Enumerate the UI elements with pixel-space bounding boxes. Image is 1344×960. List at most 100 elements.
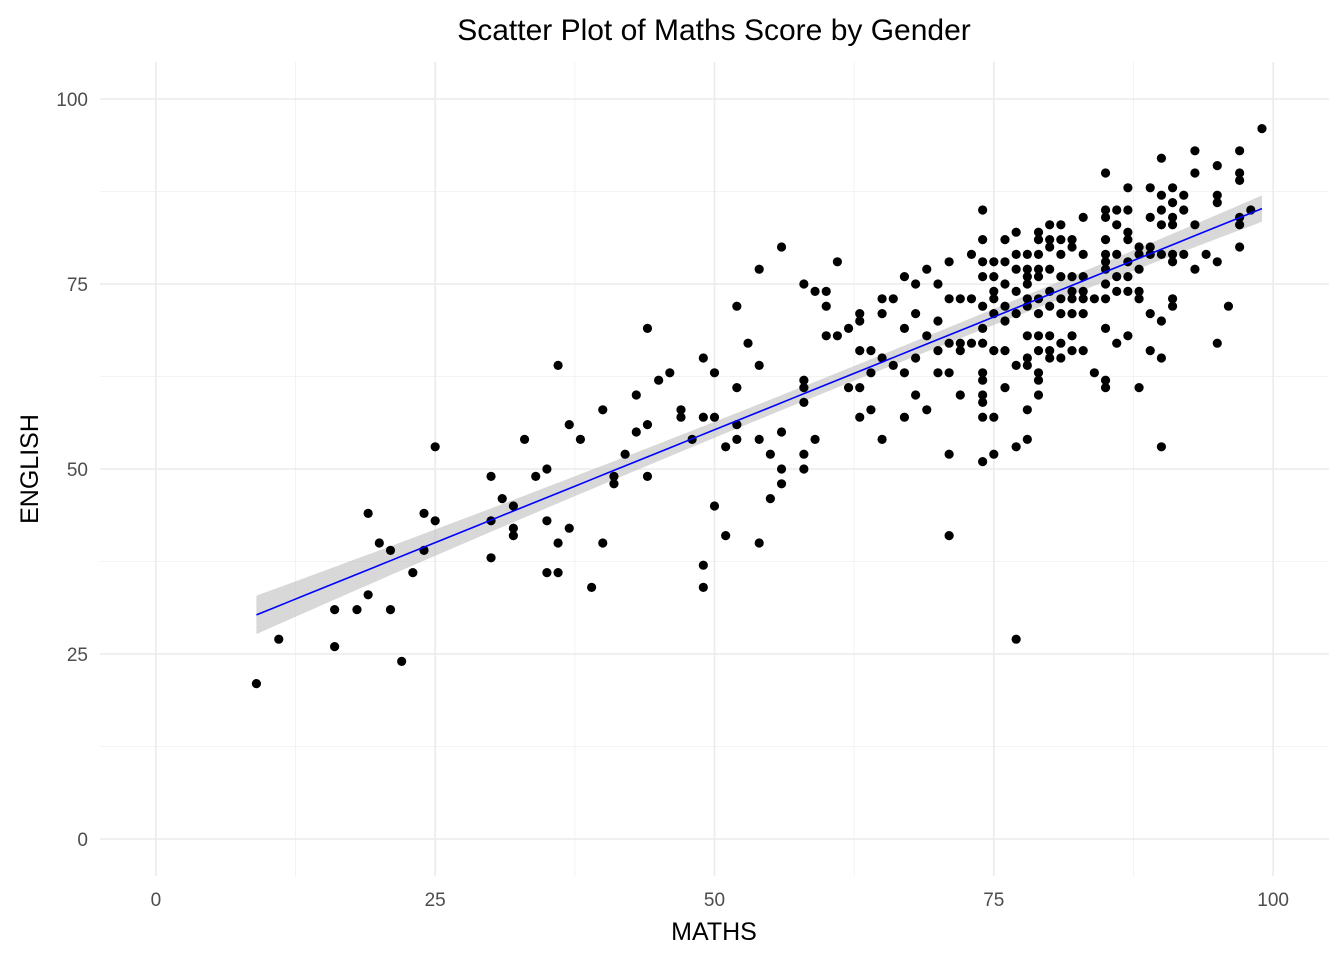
data-point — [1033, 227, 1044, 237]
data-point — [922, 264, 932, 274]
y-tick-label: 50 — [67, 460, 88, 481]
data-point — [1201, 249, 1211, 259]
data-point — [1067, 235, 1077, 245]
data-point — [1078, 294, 1088, 304]
data-point — [1123, 227, 1133, 237]
data-point — [497, 494, 507, 504]
data-point — [598, 538, 608, 548]
data-point — [855, 346, 865, 356]
data-point — [1067, 294, 1077, 304]
data-point — [1067, 242, 1077, 252]
data-point — [1112, 249, 1122, 259]
data-point — [676, 412, 686, 422]
data-point — [1100, 249, 1111, 259]
data-point — [419, 508, 429, 518]
data-point — [642, 420, 653, 430]
data-point — [1022, 353, 1032, 363]
data-point — [1190, 264, 1200, 274]
data-point — [1167, 249, 1178, 259]
data-point — [1011, 227, 1021, 237]
data-point — [274, 634, 284, 644]
data-point — [1078, 249, 1088, 259]
data-point — [609, 479, 619, 489]
data-point — [1045, 301, 1055, 311]
data-point — [1033, 272, 1044, 282]
data-point — [1190, 220, 1200, 230]
data-point — [1167, 301, 1178, 311]
data-point — [1145, 309, 1155, 319]
y-tick-label: 0 — [77, 830, 88, 851]
data-point — [911, 390, 921, 400]
data-point — [1011, 442, 1021, 452]
data-point — [1134, 242, 1144, 252]
data-point — [508, 531, 518, 541]
data-point — [1100, 294, 1111, 304]
data-point — [1123, 205, 1133, 215]
data-point — [832, 257, 843, 267]
data-point — [1022, 331, 1032, 341]
data-point — [1145, 183, 1155, 193]
data-point — [899, 323, 910, 333]
data-point — [1156, 316, 1167, 326]
data-point — [1011, 360, 1021, 370]
data-point — [486, 471, 496, 481]
trend-line — [256, 207, 1263, 616]
data-point — [978, 375, 988, 385]
data-point — [642, 471, 653, 481]
data-point — [866, 346, 876, 356]
data-point — [1123, 272, 1133, 282]
y-tick-label: 25 — [67, 645, 88, 666]
data-point — [899, 412, 910, 422]
data-point — [1033, 368, 1044, 378]
data-point — [1011, 249, 1021, 259]
data-point — [821, 331, 831, 341]
data-point — [989, 257, 999, 267]
data-point — [363, 590, 373, 600]
data-point — [1167, 294, 1178, 304]
data-point — [866, 368, 876, 378]
data-point — [1078, 212, 1088, 222]
data-point — [385, 605, 396, 615]
data-point — [978, 257, 988, 267]
data-point — [855, 383, 865, 393]
data-point — [732, 301, 742, 311]
confidence-band — [256, 195, 1262, 635]
data-point — [955, 346, 965, 356]
data-point — [1145, 212, 1155, 222]
data-point — [955, 338, 965, 348]
data-point — [1045, 235, 1055, 245]
data-point — [698, 560, 708, 570]
chart-title: Scatter Plot of Maths Score by Gender — [457, 14, 971, 47]
data-point — [1067, 346, 1077, 356]
data-point — [989, 286, 999, 296]
data-point — [1190, 168, 1200, 178]
data-point — [587, 582, 597, 593]
data-point — [855, 412, 865, 422]
data-point — [385, 545, 396, 556]
data-point — [553, 568, 563, 578]
data-point — [1056, 309, 1066, 319]
data-point — [1156, 249, 1167, 259]
data-point — [955, 294, 965, 304]
data-point — [1056, 338, 1066, 348]
y-tick-label: 75 — [67, 275, 88, 296]
data-point — [911, 309, 921, 319]
data-point — [944, 449, 954, 459]
data-point — [251, 679, 262, 689]
data-point — [799, 383, 809, 393]
data-point — [978, 205, 988, 215]
data-point — [1067, 272, 1077, 282]
data-point — [1033, 309, 1044, 319]
data-point — [508, 523, 518, 533]
data-point — [1112, 272, 1122, 282]
data-point — [1000, 235, 1010, 245]
data-point — [1223, 301, 1234, 311]
data-point — [832, 331, 843, 341]
data-point — [330, 605, 340, 615]
x-tick-label: 0 — [151, 890, 162, 911]
data-point — [1212, 198, 1222, 208]
data-point — [799, 397, 809, 407]
data-point — [799, 449, 809, 459]
x-tick-label: 75 — [983, 890, 1004, 911]
